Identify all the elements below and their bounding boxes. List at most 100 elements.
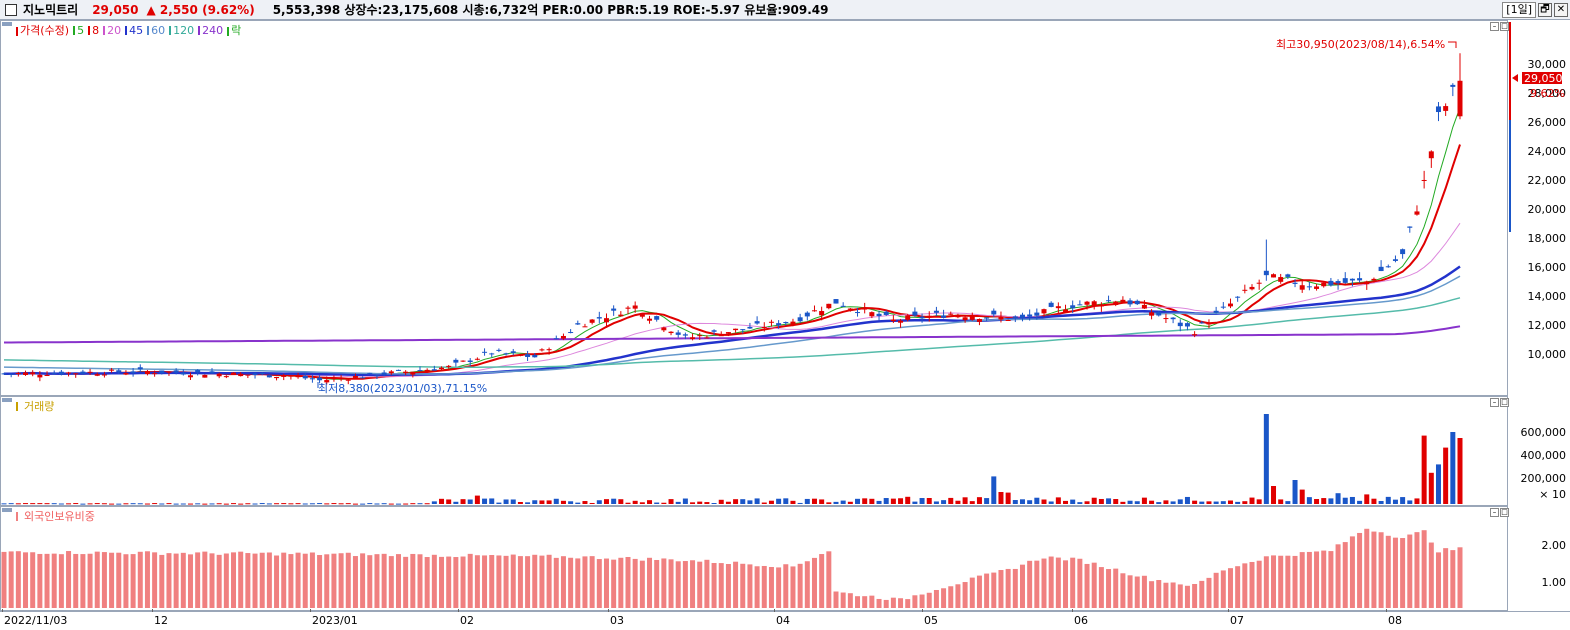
legend-item[interactable]: 240 [198,24,223,37]
candle-body [202,374,208,378]
foreign-bar [152,552,158,608]
legend-item[interactable]: 60 [147,24,165,37]
foreign-bar [1407,534,1413,608]
foreign-bar [890,597,896,608]
candle-body [58,371,64,375]
candle-body [654,316,660,320]
high-annotation: 최고30,950(2023/08/14),6.54% [1276,38,1445,51]
volume-bar [1335,493,1341,504]
restore-button[interactable]: 🗗 [1538,3,1552,17]
foreign-bar [811,557,817,608]
candle-body [130,371,136,373]
panel-maximize-icon[interactable]: □ [1500,22,1509,31]
legend-item[interactable]: 5 [73,24,84,37]
foreign-bar [675,561,681,608]
candle-body [195,370,201,373]
candle-body [1392,259,1398,261]
candle-body [1371,278,1377,281]
volume-bar [682,498,688,504]
panel-maximize-icon[interactable]: □ [1500,398,1509,407]
foreign-bar [976,575,982,608]
volume-bar [367,503,373,505]
candle-body [1106,300,1112,302]
foreign-bar [216,554,222,608]
candle-body [166,371,172,373]
volume-bar [1149,500,1155,504]
candle-body [439,367,445,370]
foreign-bar [1213,572,1219,608]
close-button[interactable]: ✕ [1554,3,1568,17]
volume-bar [496,502,502,504]
foreign-bar [1263,556,1269,608]
foreign-bar [1242,563,1248,608]
legend-item[interactable]: 120 [169,24,194,37]
y-tick-label: 10,000 [1527,348,1567,361]
foreign-bar [223,553,229,608]
panel-minimize-icon[interactable]: – [1490,508,1499,517]
volume-bar [733,499,739,504]
foreign-title: 외국인보유비중 [24,510,95,523]
candle-body [381,372,387,375]
price-panel[interactable]: 가격(수정) 5 8 20 45 60 120 240 락 – □ 30,000 28,000 26… [0,20,1570,396]
foreign-bar [690,560,696,608]
candle-body [711,330,717,332]
panel-maximize-icon[interactable]: □ [1500,508,1509,517]
foreign-bar [15,551,21,608]
collapse-handle[interactable] [2,508,12,512]
legend-item[interactable]: 45 [125,24,143,37]
collapse-handle[interactable] [2,398,12,402]
collapse-handle[interactable] [2,22,12,26]
foreign-bar [1321,550,1327,608]
foreign-bar [647,557,653,608]
candle-body [1149,312,1155,316]
foreign-bar [130,554,136,608]
panel-minimize-icon[interactable]: – [1490,22,1499,31]
volume-bar [754,498,760,504]
volume-bar [137,503,143,505]
y-tick-label: 30,000 [1527,58,1567,71]
volume-bar [73,503,79,505]
candle-body [1005,319,1011,321]
legend-item[interactable]: 8 [88,24,99,37]
candle-body [1156,311,1162,316]
candle-body [1364,281,1370,285]
volume-bar [1378,500,1384,504]
select-checkbox[interactable] [5,3,17,16]
ma-8-line [3,144,1461,380]
candle-body [238,373,244,377]
volume-panel[interactable]: 거래량 – □ 600,000 400,000 200,000 × 10 [0,396,1570,506]
legend-item[interactable]: 20 [103,24,121,37]
foreign-bar [1392,537,1398,608]
foreign-bar [1106,569,1112,608]
candle-body [44,374,50,376]
foreign-bar [969,577,975,608]
candle-body [1063,309,1069,312]
foreign-panel[interactable]: 외국인보유비중 – □ 2.00 1.00 [0,506,1570,611]
candle-body [1443,106,1449,111]
volume-bar [525,502,531,504]
candle-body [410,371,416,375]
foreign-bar [510,554,516,608]
x-tick-label: 2023/01 [312,614,358,627]
foreign-bar [1414,532,1420,608]
volume-bar [912,501,918,504]
foreign-bar [367,555,373,608]
foreign-bar [1170,582,1176,608]
candle-body [948,313,954,315]
candle-body [869,312,875,317]
legend-item[interactable]: 가격(수정) [16,22,69,38]
foreign-bar [1278,555,1284,608]
foreign-bar [1034,560,1040,608]
current-price-tag: 29,050 [1524,72,1563,85]
volume-bar [625,502,631,504]
foreign-bar [1019,564,1025,608]
volume-bar [1407,500,1413,504]
period-selector[interactable]: [1일] [1502,2,1536,18]
legend-item[interactable]: 락 [227,22,241,38]
volume-bar [1256,499,1262,504]
foreign-bar [1156,580,1162,608]
stock-name[interactable]: 지노믹트리 [23,3,79,17]
panel-minimize-icon[interactable]: – [1490,398,1499,407]
foreign-bar [317,555,323,608]
